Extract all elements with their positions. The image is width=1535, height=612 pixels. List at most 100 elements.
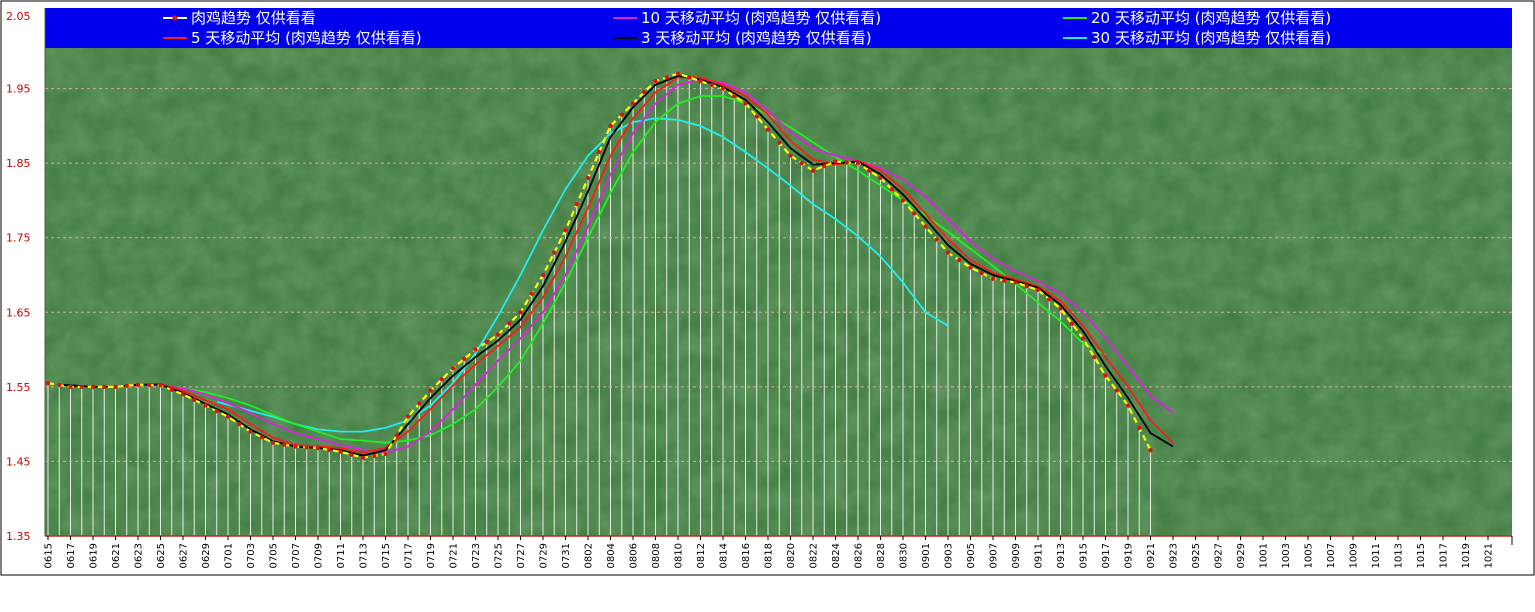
x-tick-label: 0828 <box>876 543 887 568</box>
legend-label: 20 天移动平均 (肉鸡趋势 仅供看看) <box>1091 9 1331 27</box>
x-tick-label: 0619 <box>89 543 100 568</box>
series-marker-main <box>743 101 748 106</box>
x-tick-label: 0703 <box>246 543 257 568</box>
series-marker-main <box>473 347 478 352</box>
x-tick-label: 1009 <box>1349 543 1360 568</box>
x-tick-label: 0919 <box>1124 543 1135 568</box>
series-marker-main <box>754 114 759 119</box>
series-marker-main <box>417 401 422 406</box>
x-tick-label: 0731 <box>561 543 572 568</box>
series-marker-main <box>833 159 838 164</box>
series-marker-main <box>383 451 388 457</box>
x-tick-label: 0725 <box>494 543 505 568</box>
series-marker-main <box>79 384 84 389</box>
x-tick-label: 0923 <box>1169 543 1180 568</box>
x-tick-label: 1013 <box>1394 543 1405 568</box>
series-marker-main <box>867 168 872 173</box>
legend-label: 30 天移动平均 (肉鸡趋势 仅供看看) <box>1091 29 1331 47</box>
series-marker-main <box>1137 425 1142 430</box>
series-marker-main <box>1092 354 1097 360</box>
series-marker-main <box>585 175 591 181</box>
x-tick-label: 0729 <box>539 543 550 568</box>
series-marker-main <box>428 388 433 393</box>
series-marker-main <box>225 414 231 419</box>
x-tick-label: 0615 <box>44 543 55 568</box>
series-marker-main <box>664 75 669 80</box>
x-tick-label: 0909 <box>1011 543 1022 568</box>
x-tick-label: 0820 <box>786 543 797 568</box>
series-marker-main <box>619 112 624 117</box>
x-tick-label: 0824 <box>831 543 842 568</box>
y-tick-label: 1.55 <box>6 381 31 394</box>
series-marker-main <box>945 250 951 255</box>
series-marker-main <box>192 397 197 403</box>
series-marker-main <box>484 340 489 345</box>
series-marker-main <box>495 332 501 337</box>
legend-label: 10 天移动平均 (肉鸡趋势 仅供看看) <box>641 9 881 27</box>
x-tick-label: 1017 <box>1439 543 1450 568</box>
plot-texture <box>45 14 1512 536</box>
series-marker-main <box>1013 280 1018 285</box>
series-marker-main <box>293 444 298 449</box>
series-marker-main <box>720 86 726 91</box>
x-tick-label: 0913 <box>1056 543 1067 568</box>
series-marker-main <box>1125 403 1131 408</box>
series-marker-main <box>675 71 681 76</box>
x-tick-label: 0719 <box>426 543 437 568</box>
x-tick-label: 0917 <box>1101 543 1112 568</box>
x-tick-label: 0901 <box>921 543 932 568</box>
series-marker-main <box>552 250 557 255</box>
x-tick-label: 0723 <box>471 543 482 568</box>
x-tick-label: 0905 <box>966 543 977 568</box>
x-tick-label: 1021 <box>1484 543 1495 568</box>
series-marker-main <box>597 149 602 155</box>
series-marker-main <box>540 272 546 278</box>
series-marker-main <box>979 271 984 276</box>
series-marker-main <box>900 198 906 203</box>
x-tick-label: 0903 <box>944 543 955 568</box>
x-tick-label: 0927 <box>1214 543 1225 568</box>
series-marker-main <box>203 403 208 408</box>
series-marker-main <box>248 429 253 434</box>
series-marker-main <box>349 452 354 457</box>
series-marker-main <box>968 265 973 270</box>
series-marker-main <box>135 382 141 387</box>
series-marker-main <box>709 82 714 87</box>
x-tick-label: 0921 <box>1146 543 1157 568</box>
series-marker-main <box>518 310 523 315</box>
x-tick-label: 0804 <box>606 543 617 568</box>
series-marker-main <box>1103 373 1108 378</box>
series-marker-main <box>1114 388 1119 393</box>
series-marker-main <box>1069 321 1074 326</box>
series-marker-main <box>1047 297 1052 302</box>
series-line-ma <box>59 74 1174 457</box>
series-marker-main <box>1002 278 1007 283</box>
series-marker-main <box>57 382 62 388</box>
series-marker-main <box>810 168 816 173</box>
series-marker-main <box>934 237 939 242</box>
series-marker-main <box>169 387 174 392</box>
x-tick-label: 0721 <box>449 543 460 568</box>
x-tick-label: 0915 <box>1079 543 1090 568</box>
x-tick-label: 0814 <box>719 543 730 568</box>
series-marker-main <box>698 79 703 84</box>
series-marker-main <box>113 384 118 389</box>
series-marker-main <box>180 392 186 397</box>
series-marker-main <box>327 447 332 452</box>
x-tick-label: 0929 <box>1236 543 1247 568</box>
series-marker-main <box>1024 284 1029 289</box>
series-marker-main <box>282 442 287 447</box>
series-line-ma <box>70 76 1174 454</box>
y-tick-label: 2.05 <box>6 10 31 23</box>
series-marker-main <box>642 90 647 95</box>
x-tick-label: 1007 <box>1326 543 1337 568</box>
series-line-ma <box>160 95 1106 444</box>
x-tick-label: 0806 <box>629 543 640 568</box>
x-tick-label: 0627 <box>179 543 190 568</box>
legend: 肉鸡趋势 仅供看看 5 天移动平均 (肉鸡趋势 仅供看看) 10 天移动平均 (肉鸡… <box>163 9 1331 47</box>
x-tick-label: 1005 <box>1304 543 1315 568</box>
series-marker-main <box>777 140 782 145</box>
series-marker-main <box>237 422 242 427</box>
series-marker-main <box>439 377 444 382</box>
x-tick-label: 0816 <box>741 543 752 568</box>
